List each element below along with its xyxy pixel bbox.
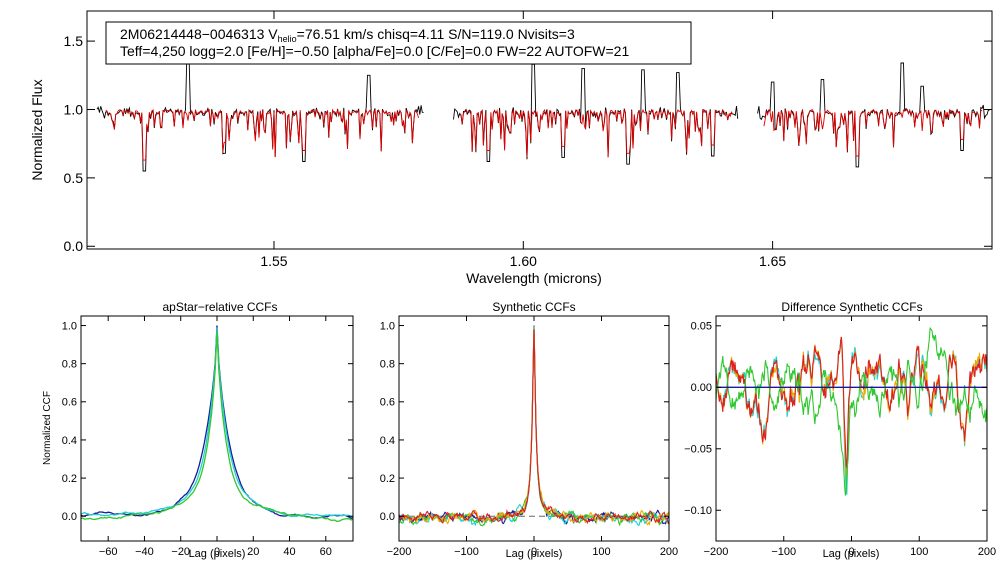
spectrum-info-box: 2M06214448−0046313 Vhelio=76.51 km/s chi… — [105, 21, 692, 65]
difference-ccf-xtick-label: −200 — [704, 546, 729, 558]
synthetic-ccf-ytick-label: 1.0 — [380, 320, 395, 332]
spectrum-ylabel: Normalized Flux — [29, 79, 45, 180]
synthetic-ccf-ytick-label: 0.4 — [380, 435, 395, 447]
apstar-ccf-ylabel: Normalized CCF — [42, 391, 53, 465]
apstar-ccf-xtick-label: 0 — [214, 546, 220, 558]
synthetic-ccf-ytick-label: 0.2 — [380, 473, 395, 485]
spectrum-ytick-label: 0.0 — [64, 238, 84, 254]
apstar-ccf-visit-3 — [81, 331, 353, 522]
difference-ccf-diff-3 — [716, 336, 987, 469]
difference-ccf-panel: Difference Synthetic CCFs −200 −100 0 100 20… — [684, 300, 996, 560]
difference-ccf-diff-4 — [716, 327, 987, 496]
difference-ccf-title: Difference Synthetic CCFs — [781, 300, 922, 314]
difference-ccf-ytick-label: 0.00 — [691, 382, 712, 394]
synthetic-ccf-xlabel: Lag (pixels) — [506, 548, 563, 560]
synthetic-ccf-xtick-label: −100 — [454, 546, 479, 558]
difference-ccf-ytick-label: −0.05 — [684, 444, 712, 456]
spectrum-model-line — [105, 108, 420, 161]
spectrum-model-line — [763, 108, 983, 157]
synthetic-ccf-ccf-1 — [399, 325, 669, 525]
apstar-ccf-ytick-label: 0.4 — [62, 435, 77, 447]
synthetic-ccf-xtick-label: −200 — [387, 546, 412, 558]
apstar-ccf-xtick-label: −40 — [135, 546, 154, 558]
synthetic-ccf-xtick-label: 100 — [592, 546, 610, 558]
difference-ccf-xtick-label: 200 — [978, 546, 996, 558]
synthetic-ccf-xtick-label: 200 — [660, 546, 678, 558]
apstar-ccf-ytick-label: 1.0 — [62, 320, 77, 332]
spectrum-model-line — [460, 108, 734, 158]
synthetic-ccf-ytick-label: 0.8 — [380, 359, 395, 371]
difference-ccf-xtick-label: 100 — [910, 546, 928, 558]
synthetic-ccf-panel: Synthetic CCFs −200 −100 0 100 200 0.0 0.2 0.4 0… — [380, 300, 678, 560]
apstar-ccf-visit-2 — [81, 327, 353, 518]
spectrum-info-line2: Teff=4,250 logg=2.0 [Fe/H]=−0.50 [alpha/… — [120, 43, 629, 59]
spectrum-plot-area — [96, 61, 990, 172]
apstar-ccf-ytick-label: 0.6 — [62, 397, 77, 409]
difference-ccf-xlabel: Lag (pixels) — [823, 548, 880, 560]
spectrum-xtick-label: 1.60 — [510, 253, 537, 269]
synthetic-ccf-xtick-label: 0 — [531, 546, 537, 558]
spectrum-xtick-label: 1.55 — [260, 253, 287, 269]
spectrum-info-line1: 2M06214448−0046313 Vhelio=76.51 km/s chi… — [120, 26, 575, 44]
synthetic-ccf-ccf-5 — [399, 329, 669, 525]
synthetic-ccf-ccf-2 — [399, 326, 669, 527]
spectrum-panel: 1.55 1.60 1.65 0.0 0.5 1.0 1.5 Wavelength (mic… — [29, 10, 993, 286]
apstar-ccf-ytick-label: 0.8 — [62, 359, 77, 371]
apstar-ccf-title: apStar−relative CCFs — [162, 300, 277, 314]
apstar-ccf-xtick-label: 60 — [320, 546, 332, 558]
synthetic-ccf-ccf-4 — [399, 328, 669, 526]
apstar-ccf-xtick-label: −60 — [99, 546, 118, 558]
spectrum-frame — [86, 10, 993, 250]
synthetic-ccf-ytick-label: 0.0 — [380, 511, 395, 523]
difference-ccf-ytick-label: −0.10 — [684, 505, 712, 517]
apstar-ccf-xtick-label: −20 — [171, 546, 190, 558]
spectrum-ytick-label: 0.5 — [64, 170, 84, 186]
apstar-ccf-visit-1 — [81, 325, 353, 520]
spectrum-ytick-label: 1.0 — [64, 101, 84, 117]
apstar-ccf-frame — [80, 315, 354, 542]
difference-ccf-xtick-label: 0 — [848, 546, 854, 558]
difference-ccf-frame — [715, 315, 988, 542]
synthetic-ccf-ytick-label: 0.6 — [380, 397, 395, 409]
apstar-ccf-panel: apStar−relative CCFs −60 −40 −20 0 20 40 60 0.0… — [42, 300, 354, 560]
synthetic-ccf-ccf-3 — [399, 327, 669, 527]
spectrum-ytick-label: 1.5 — [64, 33, 84, 49]
apstar-ccf-xtick-label: 20 — [247, 546, 259, 558]
synthetic-ccf-title: Synthetic CCFs — [492, 300, 575, 314]
apstar-ccf-ytick-label: 0.2 — [62, 473, 77, 485]
difference-ccf-xtick-label: −100 — [771, 546, 796, 558]
apstar-ccf-ytick-label: 0.0 — [62, 511, 77, 523]
apstar-ccf-xlabel: Lag (pixels) — [189, 548, 246, 560]
spectrum-xtick-label: 1.65 — [759, 253, 786, 269]
spectrum-xlabel: Wavelength (microns) — [466, 270, 602, 286]
spectrum-observed-line — [757, 62, 990, 168]
apstar-ccf-xtick-label: 40 — [283, 546, 295, 558]
difference-ccf-ytick-label: 0.05 — [691, 321, 712, 333]
